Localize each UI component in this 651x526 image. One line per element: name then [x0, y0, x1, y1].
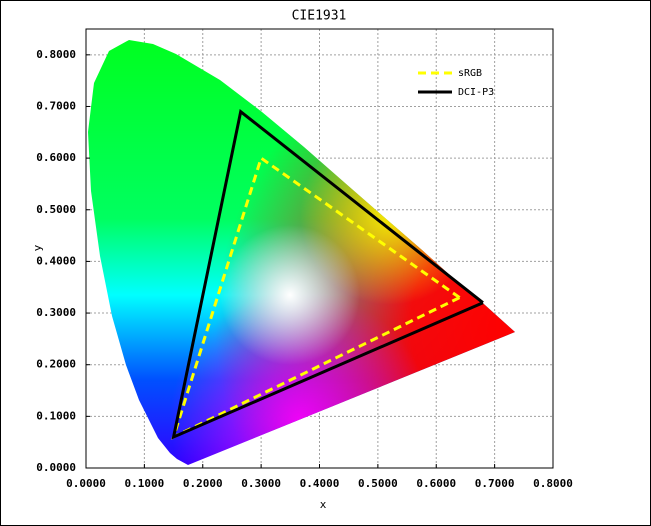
y-tick-label: 0.2000 — [36, 358, 76, 371]
series-line — [171, 155, 461, 440]
y-tick-label: 0.5000 — [36, 203, 76, 216]
y-tick-label: 0.3000 — [36, 306, 76, 319]
series-line — [171, 108, 484, 440]
x-tick-label: 0.8000 — [533, 477, 573, 490]
legend: sRGB DCI-P3 — [418, 68, 494, 98]
y-tick-label: 0.0000 — [36, 461, 76, 474]
y-tick-label: 0.7000 — [36, 99, 76, 112]
y-tick-label: 0.4000 — [36, 254, 76, 267]
series — [171, 108, 484, 440]
y-tick-label: 0.1000 — [36, 409, 76, 422]
x-tick-label: 0.6000 — [416, 477, 456, 490]
legend-label: DCI-P3 — [458, 87, 494, 98]
x-tick-label: 0.0000 — [66, 477, 106, 490]
x-tick-label: 0.2000 — [183, 477, 223, 490]
y-axis-label: y — [31, 244, 44, 251]
chart-title: CIE1931 — [292, 9, 347, 24]
legend-label: sRGB — [458, 68, 482, 79]
x-tick-label: 0.4000 — [300, 477, 340, 490]
y-tick-label: 0.6000 — [36, 151, 76, 164]
x-tick-label: 0.7000 — [475, 477, 515, 490]
spectral-locus — [88, 40, 515, 465]
x-tick-label: 0.1000 — [125, 477, 165, 490]
x-tick-label: 0.3000 — [241, 477, 281, 490]
x-axis-label: x — [320, 498, 327, 511]
y-tick-label: 0.8000 — [36, 48, 76, 61]
x-tick-label: 0.5000 — [358, 477, 398, 490]
